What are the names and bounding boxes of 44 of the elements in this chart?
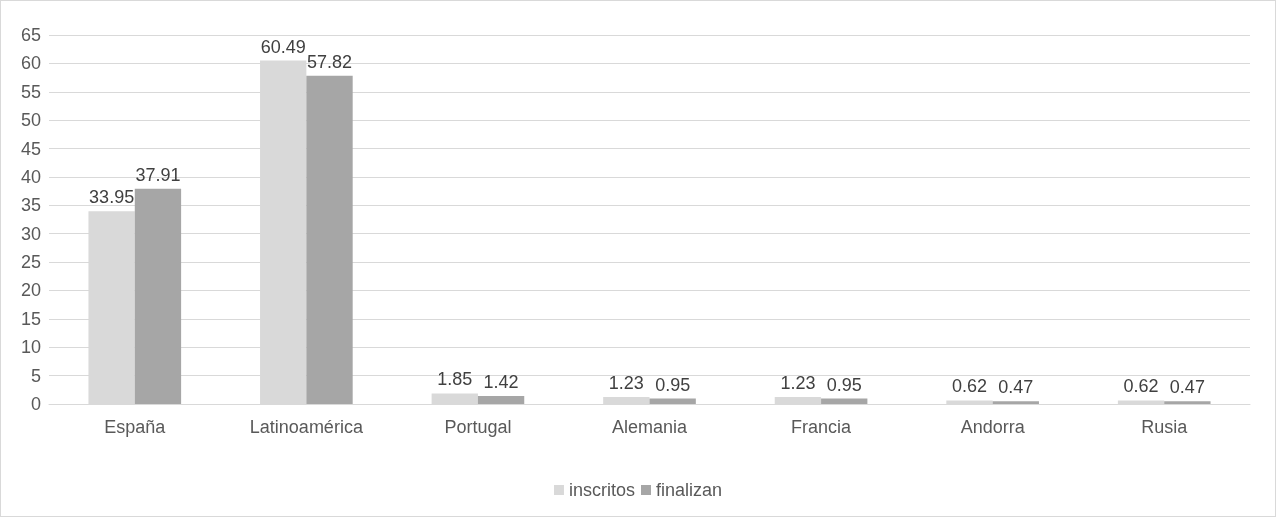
x-tick-label: España bbox=[104, 417, 167, 437]
bar bbox=[306, 75, 353, 404]
y-tick-label: 35 bbox=[20, 195, 41, 216]
y-tick-label: 10 bbox=[20, 337, 41, 358]
y-tick-label: 55 bbox=[20, 81, 41, 102]
data-label: 57.82 bbox=[307, 51, 353, 72]
data-label: 0.95 bbox=[655, 374, 691, 395]
data-label: 33.95 bbox=[89, 187, 135, 208]
y-tick-label: 50 bbox=[20, 110, 41, 131]
y-tick-label: 25 bbox=[20, 252, 41, 273]
data-label: 0.47 bbox=[1169, 377, 1205, 398]
data-label: 1.23 bbox=[780, 373, 816, 394]
x-tick-label: Andorra bbox=[960, 417, 1026, 437]
y-tick-label: 30 bbox=[20, 223, 41, 244]
x-tick-label: Alemania bbox=[611, 417, 689, 437]
bar bbox=[134, 188, 182, 404]
x-tick-label: Francia bbox=[791, 417, 853, 437]
y-tick-label: 40 bbox=[20, 166, 41, 187]
bar bbox=[477, 395, 525, 404]
y-tick-label: 0 bbox=[30, 394, 41, 414]
bar bbox=[821, 398, 868, 404]
bar bbox=[1164, 401, 1211, 404]
legend-label: inscritos bbox=[568, 480, 635, 500]
data-label: 1.42 bbox=[483, 371, 519, 392]
y-tick-label: 15 bbox=[20, 308, 41, 329]
y-tick-label: 5 bbox=[30, 365, 41, 386]
data-label: 37.91 bbox=[135, 164, 181, 185]
data-label: 1.85 bbox=[437, 369, 473, 390]
data-label: 0.62 bbox=[951, 376, 987, 397]
x-tick-label: Latinoamérica bbox=[249, 417, 364, 437]
data-label: 0.47 bbox=[998, 377, 1034, 398]
data-label: 1.23 bbox=[608, 373, 644, 394]
data-label: 60.49 bbox=[260, 36, 306, 57]
data-label: 0.95 bbox=[826, 374, 862, 395]
legend-label: finalizan bbox=[655, 480, 723, 500]
bar bbox=[992, 401, 1039, 404]
y-tick-label: 60 bbox=[20, 53, 41, 74]
x-tick-label: Rusia bbox=[1141, 417, 1189, 437]
y-tick-label: 45 bbox=[20, 138, 41, 159]
data-label: 0.62 bbox=[1123, 376, 1159, 397]
bar bbox=[649, 398, 696, 404]
y-tick-label: 65 bbox=[20, 25, 41, 45]
y-tick-label: 20 bbox=[20, 280, 41, 301]
x-tick-label: Portugal bbox=[444, 417, 512, 437]
